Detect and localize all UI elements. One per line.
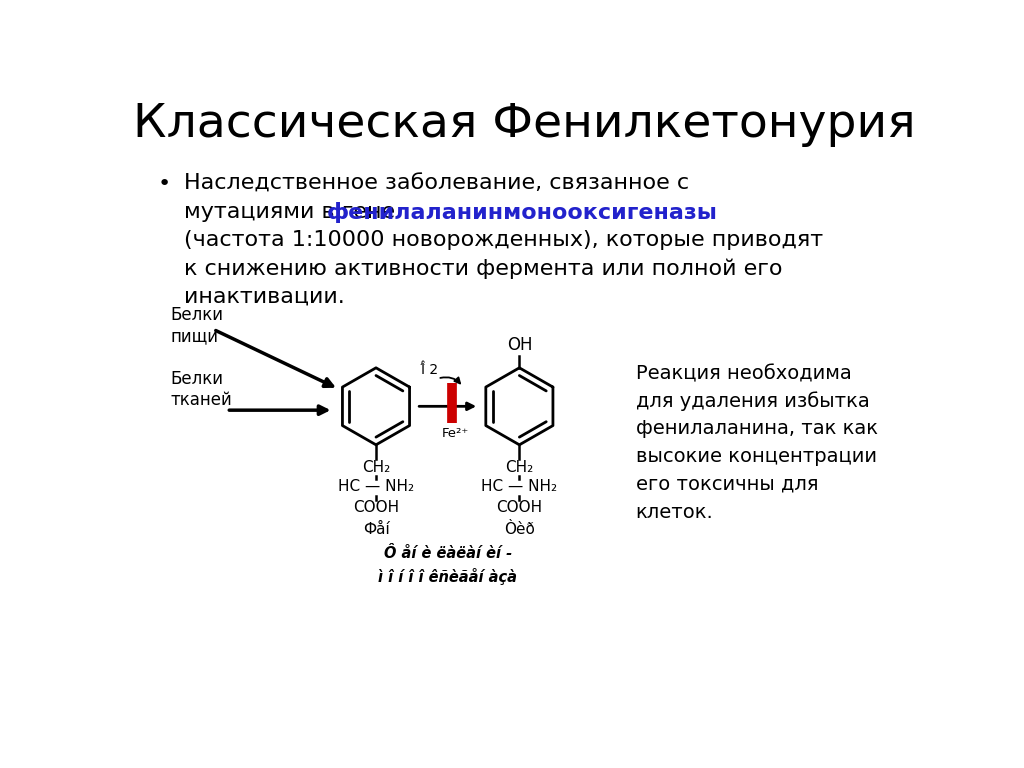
Text: Белки
тканей: Белки тканей	[171, 370, 232, 409]
Text: HC — NH₂: HC — NH₂	[481, 479, 557, 495]
Text: CH₂: CH₂	[505, 460, 534, 475]
Text: CH₂: CH₂	[361, 460, 390, 475]
Text: Белки
пищи: Белки пищи	[171, 306, 223, 345]
Text: ì î í î î êñèãåí àçà: ì î í î î êñèãåí àçà	[378, 568, 517, 585]
Text: •: •	[158, 174, 171, 194]
Text: Классическая Фенилкетонурия: Классическая Фенилкетонурия	[133, 102, 916, 147]
Text: для удаления избытка: для удаления избытка	[636, 392, 869, 412]
Text: инактивации.: инактивации.	[183, 286, 344, 306]
Text: клеток.: клеток.	[636, 502, 714, 521]
Text: COOH: COOH	[497, 500, 543, 515]
Text: к снижению активности фермента или полной его: к снижению активности фермента или полно…	[183, 258, 782, 279]
Text: Реакция необходима: Реакция необходима	[636, 364, 851, 383]
Text: его токсичны для: его токсичны для	[636, 475, 818, 494]
Text: HC — NH₂: HC — NH₂	[338, 479, 414, 495]
Text: фенилаланина, так как: фенилаланина, так как	[636, 419, 878, 439]
Text: фенилаланинмонооксигеназы: фенилаланинмонооксигеназы	[327, 202, 718, 223]
Text: COOH: COOH	[353, 500, 399, 515]
Text: мутациями в гене: мутациями в гене	[183, 202, 402, 222]
Text: Ô åí è ëàëàí èí -: Ô åí è ëàëàí èí -	[384, 547, 512, 561]
Text: Наследственное заболевание, связанное с: Наследственное заболевание, связанное с	[183, 174, 689, 194]
Text: (частота 1:10000 новорожденных), которые приводят: (частота 1:10000 новорожденных), которые…	[183, 230, 823, 250]
Text: Фåí: Фåí	[362, 521, 389, 537]
Text: Fe²⁺: Fe²⁺	[441, 427, 469, 440]
Text: высокие концентрации: высокие концентрации	[636, 447, 877, 466]
Text: Î̂ 2: Î̂ 2	[421, 363, 438, 377]
Text: OH: OH	[507, 336, 532, 354]
Text: Òèð: Òèð	[504, 521, 535, 537]
